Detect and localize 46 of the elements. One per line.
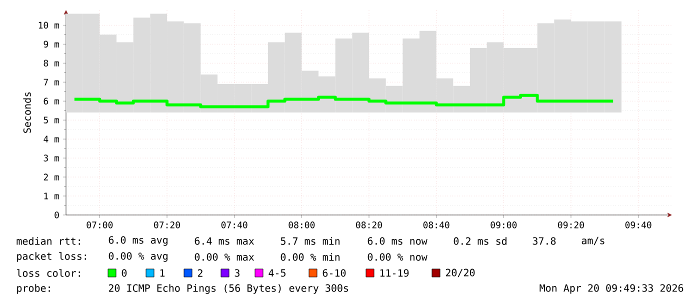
text: 0.2 ms sd: [454, 237, 506, 245]
text: 0.00 % max: [194, 253, 254, 261]
y-tick-label: 10 m: [38, 22, 60, 29]
x-tick-label: 08:20: [356, 222, 382, 228]
text: 0.00 % avg: [108, 252, 168, 262]
y-tick-label: 7 m: [44, 78, 60, 86]
text: 0.00 % now: [368, 253, 428, 261]
text: Mon Apr 20 09:49:33 2026: [540, 284, 684, 294]
x-tick-label: 09:40: [625, 222, 652, 228]
text: packet loss:: [17, 252, 86, 262]
legend-title: loss color:: [17, 269, 80, 277]
text: probe:: [17, 284, 50, 294]
x-tick-label: 09:20: [558, 222, 584, 228]
y-tick-label: 6 m: [44, 98, 60, 105]
legend-label: 2: [198, 269, 202, 277]
legend-label: 3: [234, 269, 240, 277]
legend-label: 11-19: [380, 269, 409, 277]
y-tick-label: 3 m: [44, 154, 60, 162]
legend-label: 20/20: [446, 268, 475, 278]
text: 6.0 ms avg: [108, 236, 168, 246]
x-tick-label: 07:40: [221, 222, 248, 228]
y-tick-label: 4 m: [44, 136, 60, 142]
x-tick-label: 09:00: [490, 222, 517, 228]
legend-label: 0: [122, 269, 127, 277]
x-tick-label: 08:00: [288, 222, 315, 228]
text: 6.4 ms max: [194, 237, 254, 245]
y-axis-title: Seconds: [23, 92, 31, 133]
y-tick-label: 0: [54, 212, 59, 218]
x-tick-label: 08:40: [423, 222, 450, 228]
text: 20 ICMP Echo Pings (56 Bytes) every 300s: [108, 284, 348, 294]
y-tick-label: 5 m: [44, 116, 60, 124]
y-tick-label: 2 m: [44, 174, 60, 180]
legend-label: 1: [160, 269, 165, 277]
text: median rtt:: [16, 237, 80, 245]
x-tick-label: 07:20: [154, 222, 180, 228]
y-tick-label: 1 m: [44, 192, 60, 200]
text: am/s: [582, 236, 604, 246]
text: 5.7 ms min: [280, 237, 340, 245]
text: 37.8: [532, 237, 556, 245]
y-tick-label: 8 m: [44, 60, 60, 67]
y-tick-label: 9 m: [44, 40, 60, 48]
text: 0.00 % min: [280, 253, 340, 261]
text: 6.0 ms now: [368, 237, 428, 245]
x-tick-label: 07:00: [86, 222, 113, 228]
legend-label: 4-5: [268, 269, 286, 277]
legend-label: 6-10: [322, 269, 346, 277]
